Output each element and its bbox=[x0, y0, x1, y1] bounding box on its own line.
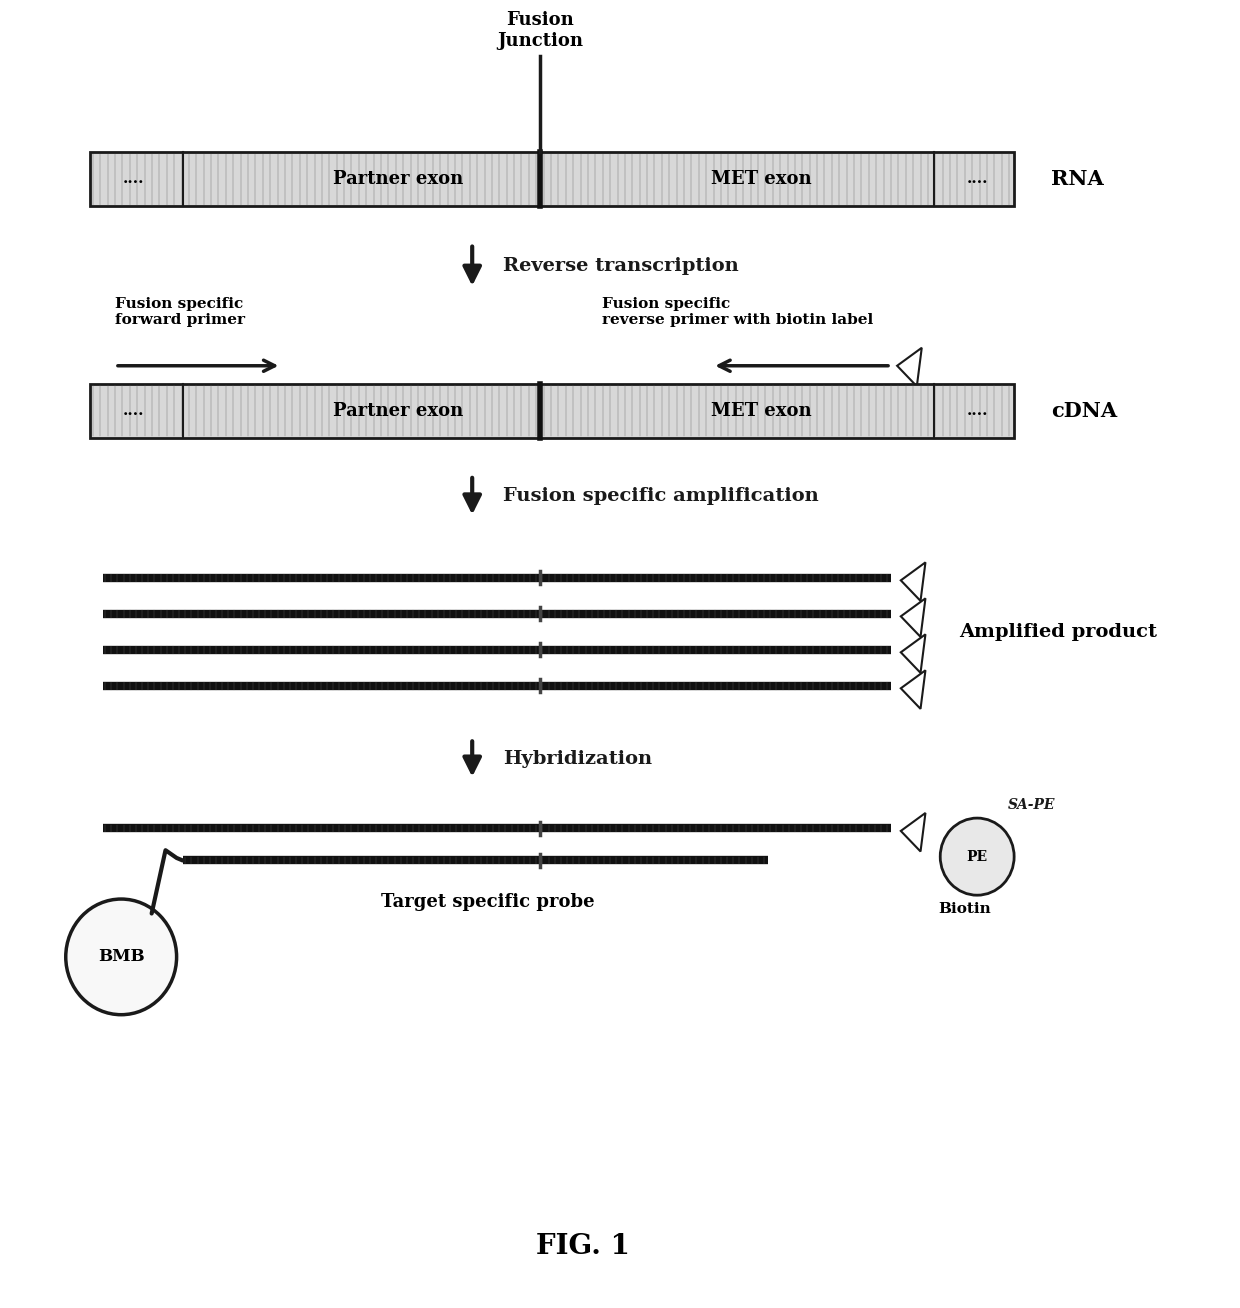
Text: ....: .... bbox=[123, 173, 144, 187]
Text: MET exon: MET exon bbox=[712, 402, 812, 420]
Text: MET exon: MET exon bbox=[712, 170, 812, 188]
Text: PE: PE bbox=[967, 850, 988, 863]
Text: ....: .... bbox=[966, 404, 988, 417]
Text: Target specific probe: Target specific probe bbox=[381, 892, 594, 910]
Circle shape bbox=[66, 899, 176, 1015]
Text: SA-PE: SA-PE bbox=[1008, 798, 1055, 812]
Text: ....: .... bbox=[966, 173, 988, 187]
Text: Partner exon: Partner exon bbox=[334, 402, 464, 420]
Text: FIG. 1: FIG. 1 bbox=[536, 1232, 630, 1260]
Circle shape bbox=[940, 818, 1014, 895]
Bar bbox=[91, 383, 1014, 438]
Text: Fusion specific amplification: Fusion specific amplification bbox=[503, 487, 818, 505]
Text: Fusion specific
reverse primer with biotin label: Fusion specific reverse primer with biot… bbox=[601, 297, 873, 327]
Text: Fusion specific
forward primer: Fusion specific forward primer bbox=[115, 297, 246, 327]
Text: BMB: BMB bbox=[98, 948, 145, 965]
Text: Partner exon: Partner exon bbox=[334, 170, 464, 188]
Text: Hybridization: Hybridization bbox=[503, 749, 652, 768]
Text: ....: .... bbox=[123, 404, 144, 417]
Text: Fusion
Junction: Fusion Junction bbox=[497, 10, 583, 50]
Text: Reverse transcription: Reverse transcription bbox=[503, 258, 739, 275]
Text: Biotin: Biotin bbox=[939, 901, 991, 916]
Text: cDNA: cDNA bbox=[1052, 400, 1117, 421]
Bar bbox=[91, 153, 1014, 207]
Text: Amplified product: Amplified product bbox=[959, 623, 1157, 641]
Text: RNA: RNA bbox=[1052, 170, 1104, 190]
